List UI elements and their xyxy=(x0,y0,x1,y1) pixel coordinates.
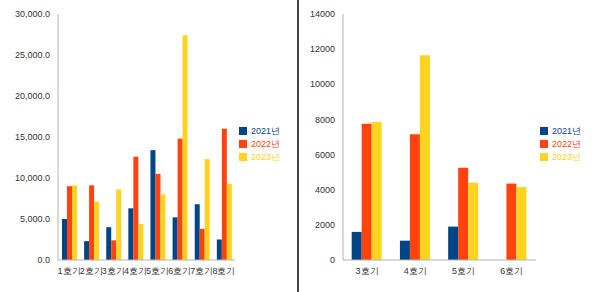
svg-text:3호기: 3호기 xyxy=(102,266,125,276)
svg-text:4호기: 4호기 xyxy=(404,266,427,276)
svg-text:10,000.0: 10,000.0 xyxy=(15,173,50,183)
html-text:2021년: 2021년 xyxy=(251,125,280,136)
svg-text:20,000.0: 20,000.0 xyxy=(15,91,50,101)
svg-text:6호기: 6호기 xyxy=(168,266,191,276)
svg-text:8호기: 8호기 xyxy=(212,266,235,276)
svg-text:2호기: 2호기 xyxy=(80,266,103,276)
html-text:2022년: 2022년 xyxy=(251,138,280,149)
svg-text:25,000.0: 25,000.0 xyxy=(15,50,50,60)
html-text:2023년: 2023년 xyxy=(251,151,280,162)
svg-text:5,000.0: 5,000.0 xyxy=(20,214,50,224)
svg-text:5호기: 5호기 xyxy=(146,266,169,276)
svg-text:14000: 14000 xyxy=(310,9,335,19)
svg-text:5호기: 5호기 xyxy=(452,266,475,276)
html-text:2023년: 2023년 xyxy=(552,151,581,162)
svg-text:4호기: 4호기 xyxy=(124,266,147,276)
svg-text:3호기: 3호기 xyxy=(356,266,379,276)
svg-text:1호기: 1호기 xyxy=(58,266,81,276)
svg-text:8000: 8000 xyxy=(315,115,335,125)
svg-text:7호기: 7호기 xyxy=(190,266,213,276)
svg-text:10000: 10000 xyxy=(310,79,335,89)
html-text:2021년: 2021년 xyxy=(552,125,581,136)
svg-text:2000: 2000 xyxy=(315,220,335,230)
svg-text:4000: 4000 xyxy=(315,185,335,195)
svg-text:15,000.0: 15,000.0 xyxy=(15,132,50,142)
svg-text:6호기: 6호기 xyxy=(500,266,523,276)
svg-text:6000: 6000 xyxy=(315,150,335,160)
svg-text:12000: 12000 xyxy=(310,44,335,54)
html-text:2022년: 2022년 xyxy=(552,138,581,149)
svg-text:30,000.0: 30,000.0 xyxy=(15,9,50,19)
svg-text:0.0: 0.0 xyxy=(37,255,50,265)
svg-text:0: 0 xyxy=(330,255,335,265)
